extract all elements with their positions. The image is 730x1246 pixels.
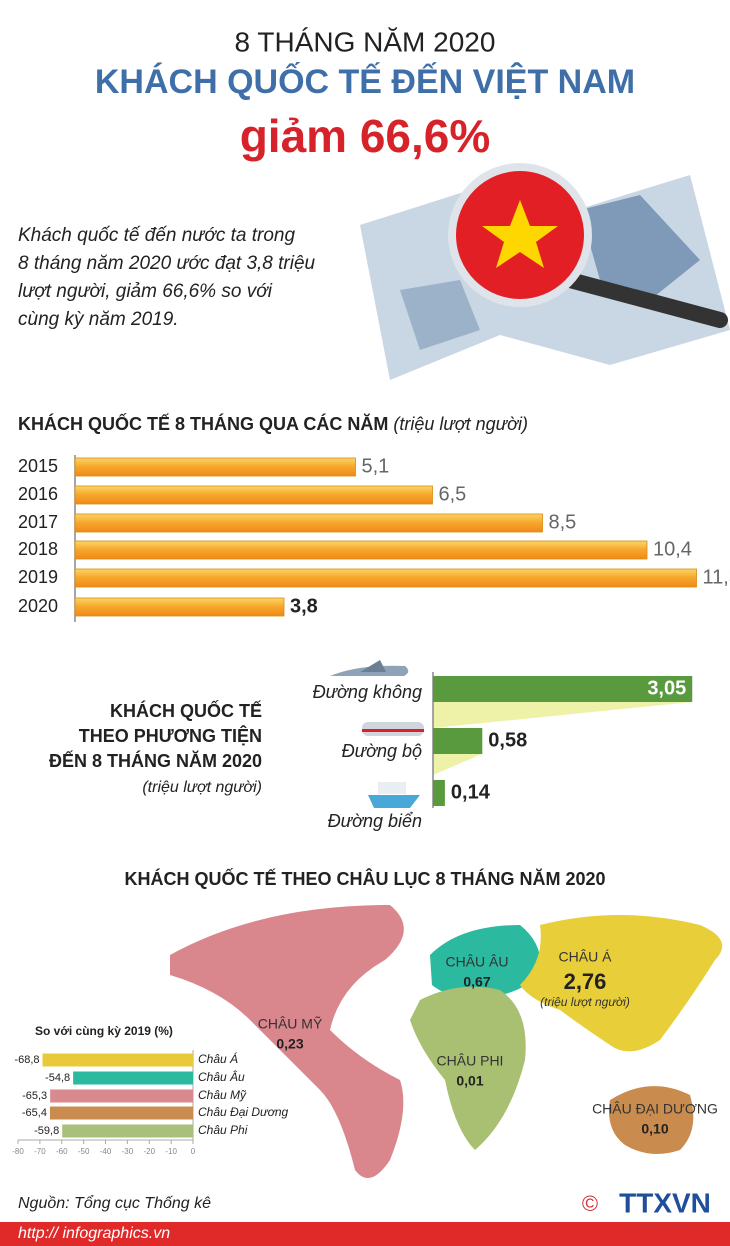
value-label: 11,3 xyxy=(703,566,730,588)
url: http:// infographics.vn xyxy=(18,1225,170,1242)
value-label: -68,8 xyxy=(14,1054,39,1066)
continent-label: CHÂU PHI xyxy=(437,1053,504,1069)
chart-subtitle: (triệu lượt người) xyxy=(393,414,528,434)
category-label: Đường bộ xyxy=(342,741,422,761)
magnifier-art xyxy=(360,163,730,380)
chart-title-text: KHÁCH QUỐC TẾ 8 THÁNG QUA CÁC NĂM xyxy=(18,413,388,434)
y-tick-label: 2017 xyxy=(18,512,58,532)
bar xyxy=(433,676,693,702)
chart-title: So với cùng kỳ 2019 (%) xyxy=(35,1024,173,1038)
continent-value: 0,01 xyxy=(456,1073,483,1089)
bar xyxy=(42,1053,193,1067)
chart-title: KHÁCH QUỐC TẾ THEO CHÂU LỤC 8 THÁNG NĂM … xyxy=(124,868,605,889)
value-label: 0,58 xyxy=(488,729,527,751)
x-tick-label: -70 xyxy=(34,1147,46,1156)
bar xyxy=(50,1089,193,1103)
y-tick-label: 2020 xyxy=(18,596,58,616)
continent-value: 2,76 xyxy=(564,969,607,994)
bar xyxy=(74,597,285,617)
subtitle: (triệu lượt người) xyxy=(142,779,262,796)
y-tick-label: 2019 xyxy=(18,567,58,587)
value-label: 3,8 xyxy=(290,595,318,617)
value-label: -65,4 xyxy=(22,1107,47,1119)
y-tick-label: 2016 xyxy=(18,484,58,504)
category-label: Châu Phi xyxy=(198,1123,248,1137)
title-line: ĐẾN 8 THÁNG NĂM 2020 xyxy=(49,750,262,771)
continent-value: 0,23 xyxy=(276,1036,303,1052)
icons xyxy=(330,660,424,808)
bar xyxy=(74,513,543,533)
bar xyxy=(433,728,483,754)
intro: Khách quốc tế đến nước ta trong 8 tháng … xyxy=(18,225,316,330)
title-line: KHÁCH QUỐC TẾ xyxy=(110,700,262,721)
x-tick-label: -20 xyxy=(143,1147,155,1156)
value-label: 8,5 xyxy=(549,511,577,533)
bar xyxy=(74,568,697,588)
unit-label: (triệu lượt người) xyxy=(540,995,630,1009)
decor xyxy=(433,754,482,775)
continent-label: CHÂU MỸ xyxy=(258,1016,323,1032)
intro-line: Khách quốc tế đến nước ta trong xyxy=(18,225,295,246)
category-label: Châu Á xyxy=(198,1051,238,1066)
kicker: 8 THÁNG NĂM 2020 xyxy=(235,26,496,57)
x-tick-label: -30 xyxy=(122,1147,134,1156)
value-label: -65,3 xyxy=(22,1090,47,1102)
continent-value: 0,10 xyxy=(641,1121,668,1137)
value-label: 6,5 xyxy=(439,483,467,505)
intro-line: cùng kỳ năm 2019. xyxy=(18,309,179,330)
x-tick-label: 0 xyxy=(191,1147,196,1156)
bar xyxy=(433,780,445,806)
continent-label: CHÂU ĐẠI DƯƠNG xyxy=(592,1101,718,1117)
bar xyxy=(74,457,356,477)
category-label: Châu Âu xyxy=(198,1069,245,1084)
headline: giảm 66,6% xyxy=(240,110,491,162)
value-label: 0,14 xyxy=(451,781,491,803)
y-tick-label: 2018 xyxy=(18,539,58,559)
bar xyxy=(74,540,648,560)
chart-title: KHÁCH QUỐC TẾ 8 THÁNG QUA CÁC NĂM (triệu… xyxy=(18,413,528,434)
category-label: Đường không xyxy=(313,682,422,702)
title: KHÁCH QUỐC TẾ ĐẾN VIỆT NAM xyxy=(95,62,635,101)
x-tick-label: -40 xyxy=(100,1147,112,1156)
category-label: Châu Đại Dương xyxy=(198,1105,289,1119)
bar xyxy=(73,1071,193,1085)
y-tick-label: 2015 xyxy=(18,456,58,476)
value-label: 3,05 xyxy=(647,677,686,699)
bar xyxy=(74,485,433,505)
x-tick-label: -60 xyxy=(56,1147,68,1156)
value-label: 5,1 xyxy=(362,455,390,477)
logo: TTXVN xyxy=(619,1187,711,1218)
x-tick-label: -10 xyxy=(165,1147,177,1156)
transport-title: KHÁCH QUỐC TẾ THEO PHƯƠNG TIỆN ĐẾN 8 THÁ… xyxy=(49,700,262,796)
footer-bar xyxy=(0,1222,730,1246)
continent-label: CHÂU ÂU xyxy=(445,954,508,970)
source: Nguồn: Tổng cục Thống kê xyxy=(18,1194,211,1212)
continent-label: CHÂU Á xyxy=(559,949,613,965)
logo-sub: Vietnam News Agency xyxy=(630,1223,700,1230)
x-tick-label: -80 xyxy=(12,1147,24,1156)
category-label: Châu Mỹ xyxy=(198,1088,247,1102)
intro-line: lượt người, giảm 66,6% so với xyxy=(18,281,273,302)
category-label: Đường biển xyxy=(328,811,422,831)
bar xyxy=(62,1124,193,1138)
value-label: -59,8 xyxy=(34,1125,59,1137)
title-line: THEO PHƯƠNG TIỆN xyxy=(79,725,262,746)
value-label: 10,4 xyxy=(653,538,692,560)
copyright: © xyxy=(582,1191,598,1216)
intro-line: 8 tháng năm 2020 ước đạt 3,8 triệu xyxy=(18,253,316,274)
value-label: -54,8 xyxy=(45,1072,70,1084)
bar xyxy=(49,1106,193,1120)
x-tick-label: -50 xyxy=(78,1147,90,1156)
world-map xyxy=(170,905,723,1178)
decor xyxy=(433,702,692,728)
continent-value: 0,67 xyxy=(463,974,490,990)
